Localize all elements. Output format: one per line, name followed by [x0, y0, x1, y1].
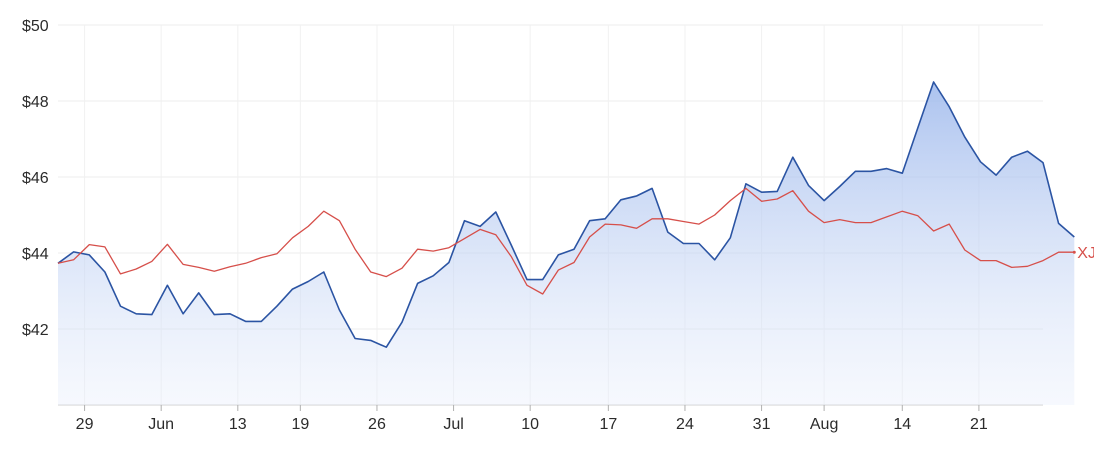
x-tick-label: 17 — [599, 416, 617, 433]
series-0-area — [58, 82, 1075, 405]
x-tick-label: 14 — [893, 416, 911, 433]
x-tick-label: 24 — [676, 416, 694, 433]
series-1-line — [57, 187, 1075, 295]
series-labels: XJO — [1072, 245, 1094, 262]
series-lines — [57, 81, 1075, 348]
y-axis-ticks: $50 $48 $46 $44 $42 — [22, 18, 49, 339]
area-fill-layer — [58, 82, 1075, 405]
x-tick-label: Jul — [443, 416, 463, 433]
x-axis-ticks: 29 Jun 13 19 26 Jul 10 17 24 31 Aug 14 21 — [76, 405, 988, 433]
x-tick-label: 21 — [970, 416, 988, 433]
x-tick-label: Aug — [810, 416, 838, 433]
y-tick-label: $50 — [22, 18, 49, 35]
x-tick-label: 26 — [368, 416, 386, 433]
series-1-end-point — [1072, 250, 1076, 254]
y-tick-label: $46 — [22, 170, 49, 187]
y-tick-label: $48 — [22, 94, 49, 111]
y-tick-label: $42 — [22, 322, 49, 339]
series-0-line — [57, 81, 1075, 348]
x-tick-label: 13 — [229, 416, 247, 433]
x-tick-label: 31 — [753, 416, 771, 433]
y-tick-label: $44 — [22, 246, 49, 263]
x-tick-label: 29 — [76, 416, 94, 433]
x-tick-label: 10 — [521, 416, 539, 433]
x-tick-label: 19 — [291, 416, 309, 433]
x-tick-label: Jun — [148, 416, 174, 433]
series-label-xjo: XJO — [1077, 245, 1094, 262]
